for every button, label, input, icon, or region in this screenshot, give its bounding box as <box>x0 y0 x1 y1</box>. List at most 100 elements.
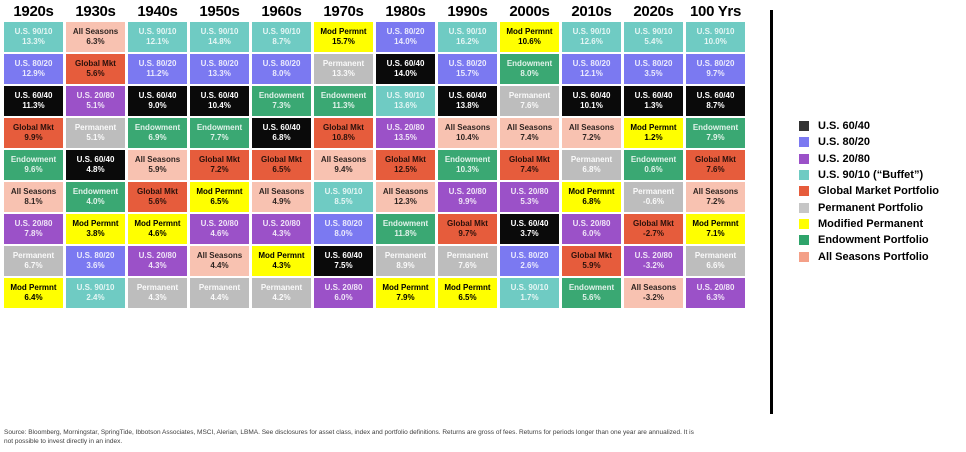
column-header: 1950s <box>199 3 240 20</box>
return-cell: U.S. 60/40 14.0% <box>376 54 435 84</box>
return-value: 7.2% <box>210 165 229 174</box>
portfolio-name: U.S. 60/40 <box>138 90 177 100</box>
return-cell: U.S. 80/20 3.5% <box>624 54 683 84</box>
return-cell: All Seasons 6.3% <box>66 22 125 52</box>
portfolio-name: Mod Permnt <box>444 282 491 292</box>
return-value: 10.4% <box>456 133 479 142</box>
return-value: 4.3% <box>148 293 167 302</box>
legend: U.S. 60/40 U.S. 80/20 U.S. 20/80 U.S. 90/10… <box>799 118 939 265</box>
return-value: 6.6% <box>706 261 725 270</box>
return-cell: U.S. 20/80 13.5% <box>376 118 435 148</box>
portfolio-name: Endowment <box>10 154 57 164</box>
portfolio-name: All Seasons <box>444 122 491 132</box>
return-cell: U.S. 60/40 7.5% <box>314 246 373 276</box>
return-value: -3.2% <box>643 261 664 270</box>
portfolio-name: Permanent <box>136 282 179 292</box>
return-cell: U.S. 80/20 2.6% <box>500 246 559 276</box>
portfolio-name: Mod Permnt <box>506 26 553 36</box>
return-cell: Mod Permnt 7.9% <box>376 278 435 308</box>
return-value: 12.6% <box>580 37 603 46</box>
return-value: 10.6% <box>518 37 541 46</box>
portfolio-name: U.S. 60/40 <box>262 122 301 132</box>
legend-item: U.S. 20/80 <box>799 151 939 167</box>
source-disclosure-line1: Source: Bloomberg, Morningstar, SpringTi… <box>4 429 694 436</box>
return-cell: Endowment 7.7% <box>190 118 249 148</box>
return-cell: All Seasons 10.4% <box>438 118 497 148</box>
column-cells: U.S. 90/10 10.0% U.S. 80/20 9.7% U.S. 60/40 8… <box>686 22 745 308</box>
column-header: 1970s <box>323 3 364 20</box>
portfolio-name: U.S. 90/10 <box>572 26 611 36</box>
portfolio-name: U.S. 90/10 <box>634 26 673 36</box>
return-value: 6.7% <box>24 261 43 270</box>
return-cell: Permanent 6.8% <box>562 150 621 180</box>
return-value: 3.6% <box>86 261 105 270</box>
portfolio-name: U.S. 80/20 <box>138 58 177 68</box>
return-value: 10.1% <box>580 101 603 110</box>
return-value: 16.2% <box>456 37 479 46</box>
return-cell: Global Mkt 10.8% <box>314 118 373 148</box>
portfolio-name: All Seasons <box>568 122 615 132</box>
return-value: 7.9% <box>396 293 415 302</box>
return-cell: All Seasons 12.3% <box>376 182 435 212</box>
portfolio-name: Mod Permnt <box>382 282 429 292</box>
return-cell: All Seasons 9.4% <box>314 150 373 180</box>
legend-label: U.S. 80/20 <box>818 136 870 149</box>
return-value: 4.6% <box>210 229 229 238</box>
return-cell: Global Mkt 5.9% <box>562 246 621 276</box>
return-cell: Global Mkt 7.6% <box>686 150 745 180</box>
portfolio-name: All Seasons <box>382 186 429 196</box>
return-cell: U.S. 90/10 16.2% <box>438 22 497 52</box>
portfolio-name: Global Mkt <box>571 250 612 260</box>
return-value: 9.7% <box>458 229 477 238</box>
return-cell: U.S. 90/10 13.6% <box>376 86 435 116</box>
portfolio-name: Endowment <box>320 90 367 100</box>
decade-column: 100 Yrs U.S. 90/10 10.0% U.S. 80/20 9.7% U.S.… <box>686 3 745 308</box>
portfolio-name: Endowment <box>568 282 615 292</box>
portfolio-name: Global Mkt <box>633 218 674 228</box>
portfolio-name: U.S. 80/20 <box>14 58 53 68</box>
return-cell: Permanent 5.1% <box>66 118 125 148</box>
return-cell: All Seasons 8.1% <box>4 182 63 212</box>
portfolio-name: U.S. 60/40 <box>76 154 115 164</box>
return-cell: Endowment 7.9% <box>686 118 745 148</box>
return-value: 6.8% <box>272 133 291 142</box>
return-cell: U.S. 80/20 8.0% <box>252 54 311 84</box>
return-value: 10.4% <box>208 101 231 110</box>
return-value: 2.6% <box>520 261 539 270</box>
portfolio-name: Global Mkt <box>447 218 488 228</box>
return-value: 4.0% <box>86 197 105 206</box>
return-cell: U.S. 60/40 11.3% <box>4 86 63 116</box>
legend-item: Global Market Portfolio <box>799 183 939 199</box>
portfolio-name: U.S. 60/40 <box>634 90 673 100</box>
return-value: 12.5% <box>394 165 417 174</box>
return-cell: Endowment 6.9% <box>128 118 187 148</box>
return-cell: U.S. 20/80 7.8% <box>4 214 63 244</box>
portfolio-name: All Seasons <box>630 282 677 292</box>
column-cells: U.S. 80/20 14.0% U.S. 60/40 14.0% U.S. 90/10… <box>376 22 435 308</box>
portfolio-name: Permanent <box>322 58 365 68</box>
return-value: 3.8% <box>86 229 105 238</box>
legend-item: Permanent Portfolio <box>799 199 939 215</box>
return-cell: Global Mkt 6.5% <box>252 150 311 180</box>
portfolio-name: Permanent <box>508 90 551 100</box>
portfolio-name: U.S. 60/40 <box>324 250 363 260</box>
portfolio-name: All Seasons <box>258 186 305 196</box>
column-header: 2010s <box>571 3 612 20</box>
return-cell: Global Mkt 7.2% <box>190 150 249 180</box>
return-cell: U.S. 80/20 8.0% <box>314 214 373 244</box>
portfolio-name: Global Mkt <box>323 122 364 132</box>
return-cell: Permanent 7.6% <box>438 246 497 276</box>
return-cell: Mod Permnt 3.8% <box>66 214 125 244</box>
return-value: 13.3% <box>332 69 355 78</box>
return-cell: U.S. 20/80 9.9% <box>438 182 497 212</box>
return-cell: All Seasons 4.4% <box>190 246 249 276</box>
return-cell: U.S. 80/20 15.7% <box>438 54 497 84</box>
portfolio-name: Permanent <box>198 282 241 292</box>
return-value: 5.3% <box>520 197 539 206</box>
return-value: 3.7% <box>520 229 539 238</box>
portfolio-name: Permanent <box>384 250 427 260</box>
portfolio-name: All Seasons <box>320 154 367 164</box>
portfolio-name: Endowment <box>382 218 429 228</box>
column-cells: U.S. 90/10 12.6% U.S. 80/20 12.1% U.S. 60/40… <box>562 22 621 308</box>
return-value: 4.4% <box>210 261 229 270</box>
